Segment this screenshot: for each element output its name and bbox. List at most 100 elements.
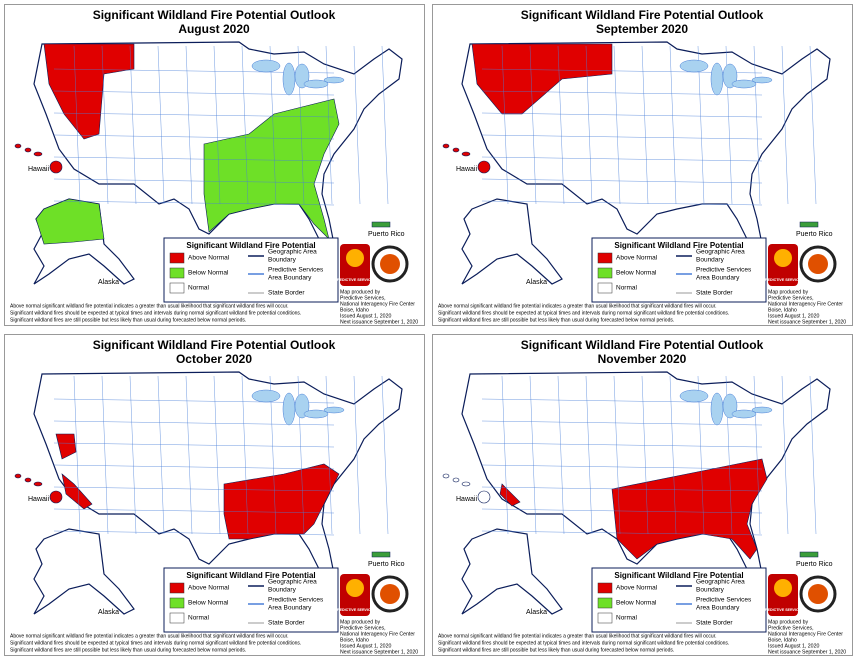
hawaii xyxy=(33,151,43,157)
state-border xyxy=(353,45,361,205)
legend-label: Above Normal xyxy=(188,255,230,262)
state-border xyxy=(481,442,763,448)
state-border xyxy=(53,134,335,140)
legend-title: Significant Wildland Fire Potential xyxy=(614,571,743,580)
legend: Significant Wildland Fire Potential Above… xyxy=(591,237,767,303)
alaska-label: Alaska xyxy=(526,279,547,286)
alaska-label: Alaska xyxy=(98,279,119,286)
credit-line: Map produced by xyxy=(768,289,808,295)
hawaii xyxy=(477,160,491,174)
state-border xyxy=(501,45,509,205)
hawaii xyxy=(442,143,450,149)
hawaii xyxy=(442,473,450,479)
legend-label: State Border xyxy=(696,620,733,627)
lake xyxy=(731,409,757,419)
state-border xyxy=(157,45,165,205)
credit-line: Next issuance September 1, 2020 xyxy=(340,319,418,325)
puerto-rico xyxy=(799,551,819,558)
legend-label: Below Normal xyxy=(188,600,229,607)
credit-line: National Interagency Fire Center xyxy=(768,301,843,307)
state-border xyxy=(557,45,565,205)
state-border xyxy=(269,45,277,205)
logo-nifc-fire xyxy=(380,584,400,604)
legend-box xyxy=(163,237,339,303)
state-border xyxy=(529,375,537,535)
potential-area xyxy=(55,433,77,460)
legend-swatch xyxy=(169,267,185,279)
state-border xyxy=(641,375,649,535)
puerto-rico xyxy=(371,221,391,228)
note-line: Significant wildland fires should be exp… xyxy=(438,310,729,316)
lake xyxy=(679,59,709,73)
state-border xyxy=(481,112,763,118)
legend-title: Significant Wildland Fire Potential xyxy=(614,241,743,250)
state-border xyxy=(481,508,763,514)
state-border xyxy=(101,375,109,535)
legend-label: Normal xyxy=(616,285,638,292)
legend-swatch xyxy=(597,252,613,264)
state-border xyxy=(481,178,763,184)
note-line: Significant wildland fires are still pos… xyxy=(10,647,246,653)
legend-label: Area Boundary xyxy=(268,605,312,612)
credit-line: Next issuance September 1, 2020 xyxy=(340,649,418,655)
legend-box xyxy=(591,567,767,633)
legend-swatch xyxy=(169,612,185,624)
legend-swatch xyxy=(169,582,185,594)
logo-fire xyxy=(346,249,364,267)
alaska xyxy=(461,198,563,285)
map-panel: Significant Wildland Fire Potential Outl… xyxy=(4,4,425,326)
credit-line: Next issuance September 1, 2020 xyxy=(768,319,846,325)
state-border xyxy=(53,200,335,206)
state-border xyxy=(101,45,109,205)
state-border xyxy=(213,375,221,535)
legend-label: State Border xyxy=(268,620,305,627)
lake xyxy=(731,79,757,89)
legend-label: Normal xyxy=(616,615,638,622)
map-title: Significant Wildland Fire Potential Outl… xyxy=(521,8,764,22)
state-border xyxy=(809,375,817,535)
legend-label: Normal xyxy=(188,615,210,622)
note-line: Significant wildland fires should be exp… xyxy=(10,640,301,646)
legend-swatch xyxy=(597,582,613,594)
potential-area xyxy=(611,458,768,560)
state-border xyxy=(241,45,249,205)
state-border xyxy=(481,200,763,206)
credit-line: Issued August 1, 2020 xyxy=(768,313,819,319)
hawaii xyxy=(14,143,22,149)
legend-label: Normal xyxy=(188,285,210,292)
state-border xyxy=(353,375,361,535)
map-month: November 2020 xyxy=(598,352,687,366)
legend-swatch xyxy=(597,282,613,294)
lake xyxy=(751,406,773,414)
lake xyxy=(251,59,281,73)
note-line: Above normal significant wildland fire p… xyxy=(10,303,288,309)
credit-line: Next issuance September 1, 2020 xyxy=(768,649,846,655)
legend-label: Boundary xyxy=(268,257,297,264)
state-border xyxy=(529,45,537,205)
map-month: October 2020 xyxy=(176,352,252,366)
state-border xyxy=(269,375,277,535)
lake xyxy=(710,392,724,426)
credit-line: Predictive Services, xyxy=(768,625,814,631)
state-border xyxy=(641,45,649,205)
state-border xyxy=(157,375,165,535)
legend-label: Below Normal xyxy=(188,270,229,277)
state-border xyxy=(481,464,763,470)
state-border xyxy=(669,45,677,205)
alaska xyxy=(33,528,135,615)
state-border xyxy=(669,375,677,535)
logo-text: PREDICTIVE SERVICES xyxy=(335,608,376,612)
lake xyxy=(679,389,709,403)
map-title: Significant Wildland Fire Potential Outl… xyxy=(93,338,336,352)
state-border xyxy=(613,45,621,205)
hawaii xyxy=(24,147,32,153)
alaska-label: Alaska xyxy=(98,609,119,616)
legend-label: State Border xyxy=(268,290,305,297)
state-border xyxy=(73,375,81,535)
state-border xyxy=(53,464,335,470)
state-border xyxy=(781,45,789,205)
state-border xyxy=(585,45,593,205)
potential-area xyxy=(61,473,93,510)
state-border xyxy=(53,156,335,162)
lake xyxy=(251,389,281,403)
